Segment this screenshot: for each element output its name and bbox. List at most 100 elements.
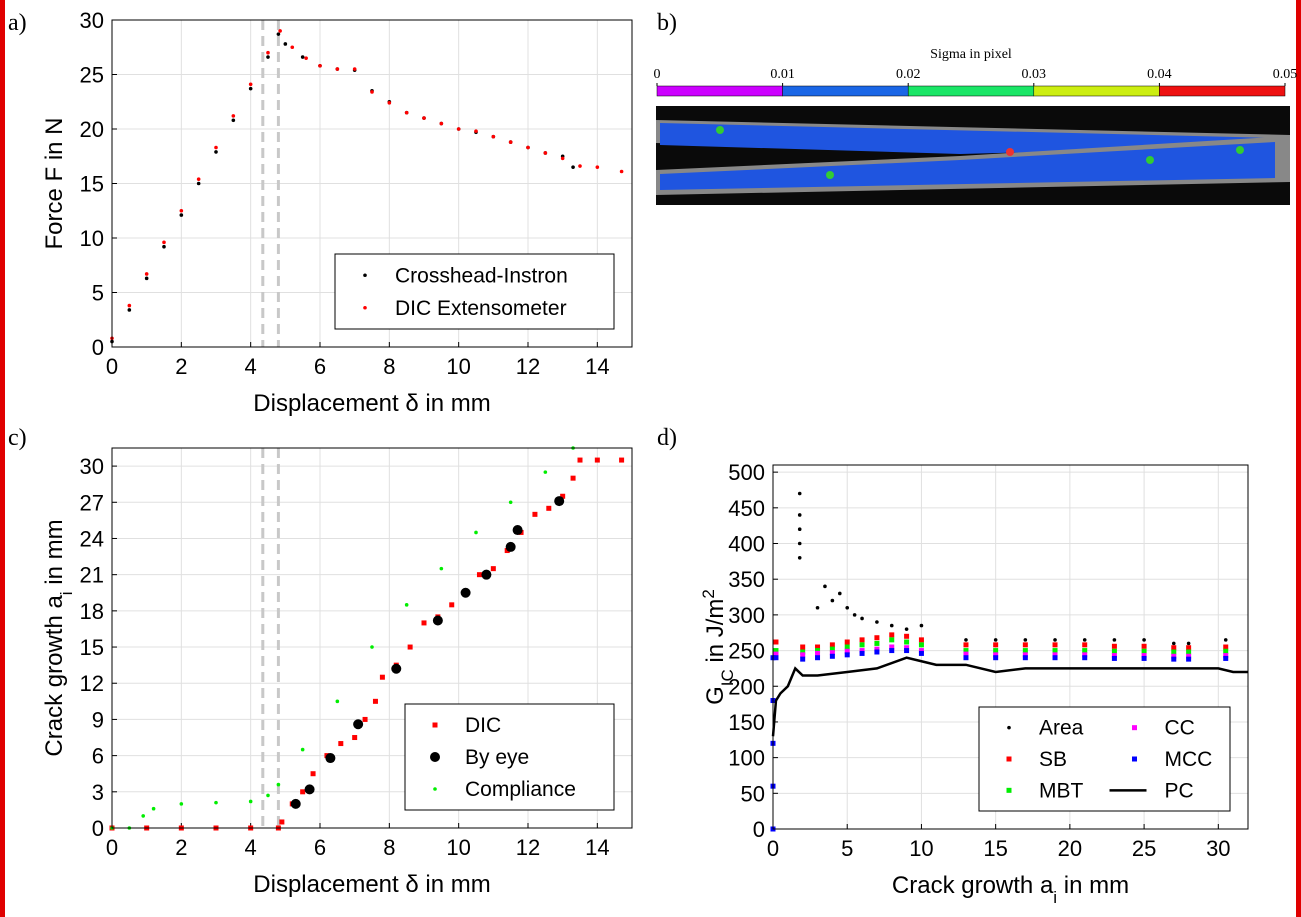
point (797, 541, 802, 546)
point (829, 646, 835, 652)
y-axis-label: Crack growth ai in mm (41, 519, 76, 756)
x-tick-label: 30 (1206, 836, 1230, 861)
point (283, 42, 288, 46)
panel-label: d) (657, 425, 677, 451)
legend-label: DIC Extensometer (395, 297, 567, 320)
point (800, 652, 806, 658)
point (1186, 645, 1192, 651)
y-tick-label: 20 (80, 117, 104, 142)
point (338, 741, 344, 747)
speckle (716, 126, 724, 134)
point (554, 496, 565, 507)
point (144, 276, 149, 281)
point (829, 653, 835, 659)
point (797, 555, 802, 560)
legend-label: Crosshead-Instron (395, 264, 568, 287)
point (300, 747, 305, 752)
point (439, 566, 444, 571)
point (815, 655, 821, 661)
point (432, 615, 443, 626)
point (889, 637, 895, 643)
point (1186, 649, 1192, 655)
point (505, 541, 516, 552)
point (1082, 655, 1088, 661)
y-tick-label: 15 (80, 635, 104, 660)
point (304, 56, 308, 60)
point (993, 655, 999, 661)
point (815, 644, 821, 650)
y-tick-label: 25 (80, 63, 104, 88)
point (1186, 656, 1192, 662)
point (231, 118, 236, 123)
point (179, 208, 184, 213)
x-tick-label: 5 (841, 836, 853, 861)
point (1223, 648, 1229, 654)
point (993, 642, 999, 648)
legend-swatch (1006, 787, 1012, 793)
point (1171, 656, 1177, 662)
legend-label: By eye (465, 746, 529, 769)
point (1141, 653, 1147, 659)
point (823, 584, 827, 589)
point (918, 650, 924, 656)
point (310, 771, 316, 777)
point (372, 698, 378, 704)
legend-swatch (1132, 725, 1137, 731)
point (422, 116, 426, 120)
x-tick-label: 10 (446, 835, 470, 860)
point (993, 652, 999, 658)
point (476, 572, 482, 578)
y-tick-label: 400 (728, 532, 765, 557)
point (773, 648, 779, 654)
point (1142, 638, 1146, 642)
point (141, 814, 145, 818)
point (144, 272, 149, 276)
point (300, 55, 305, 59)
x-tick-label: 2 (175, 354, 187, 379)
y-tick-label: 300 (728, 603, 765, 628)
point (162, 240, 166, 245)
legend-box (978, 706, 1231, 812)
y-tick-label: 3 (92, 780, 104, 805)
point (800, 649, 806, 655)
point (797, 491, 802, 496)
point (1223, 653, 1229, 659)
point (379, 674, 385, 680)
legend-swatch (1006, 756, 1012, 762)
right-edge-bar (1296, 0, 1301, 917)
y-tick-label: 30 (80, 454, 104, 479)
colorbar-title: Sigma in pixel (930, 47, 1012, 62)
point (594, 457, 600, 463)
y-tick-label: 250 (728, 639, 765, 664)
point (859, 648, 865, 654)
point (266, 55, 270, 59)
x-tick-label: 6 (314, 354, 326, 379)
point (1052, 648, 1058, 654)
colorbar-tick-label: 0.01 (770, 67, 795, 82)
line (771, 656, 1248, 737)
point (560, 156, 565, 161)
point (266, 793, 270, 798)
point (1223, 644, 1229, 650)
lower-arm-field (660, 142, 1275, 190)
label-part: Displacement δ in mm (253, 871, 490, 898)
point (773, 651, 779, 657)
point (481, 569, 492, 580)
x-tick-label: 10 (909, 836, 933, 861)
x-tick-label: 2 (175, 835, 187, 860)
speckle (1006, 148, 1014, 156)
point (214, 150, 218, 154)
colorbar-segment (1159, 85, 1286, 97)
point (918, 637, 924, 643)
y-tick-label: 150 (728, 710, 765, 735)
legend-label: Compliance (465, 778, 576, 801)
point (318, 63, 322, 68)
y-tick-label: 350 (728, 567, 765, 592)
y-tick-label: 21 (80, 563, 104, 588)
point (844, 652, 850, 658)
legend-swatch (363, 305, 367, 310)
point (543, 151, 548, 155)
point (508, 500, 513, 505)
x-tick-label: 0 (106, 835, 118, 860)
point (571, 165, 575, 169)
